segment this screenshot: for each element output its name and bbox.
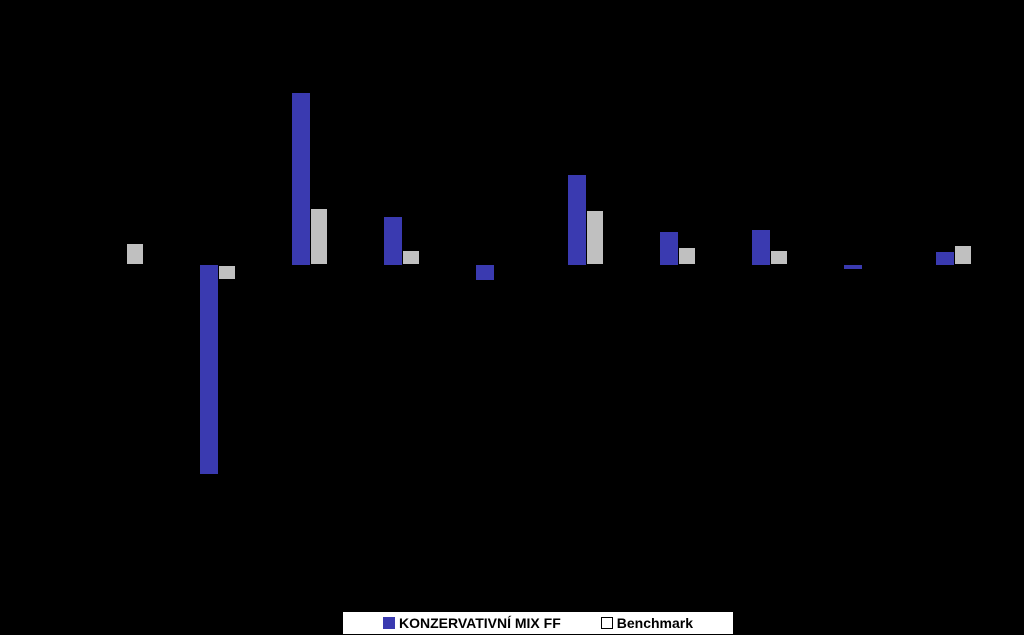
legend-item-series-b: Benchmark (601, 615, 693, 631)
legend-item-series-a: KONZERVATIVNÍ MIX FF (383, 615, 561, 631)
bar-series-b (218, 265, 236, 280)
bar-series-a (384, 217, 402, 265)
bar-series-b (954, 245, 972, 265)
bar-series-b (770, 250, 788, 265)
bar-series-b (126, 243, 144, 265)
bar-series-b (402, 250, 420, 265)
legend-label-b: Benchmark (617, 615, 693, 631)
bar-series-b (586, 210, 604, 265)
bar-series-a (936, 252, 954, 265)
legend-swatch-b-icon (601, 617, 613, 629)
bar-series-a (844, 265, 862, 269)
bar-series-b (494, 265, 512, 267)
bar-series-a (568, 175, 586, 265)
bar-series-a (200, 265, 218, 474)
legend: KONZERVATIVNÍ MIX FF Benchmark (342, 611, 734, 635)
legend-swatch-a-icon (383, 617, 395, 629)
bar-series-a (660, 232, 678, 265)
bar-series-b (862, 265, 880, 267)
bar-series-b (678, 247, 696, 265)
bar-series-b (310, 208, 328, 265)
chart-container: KONZERVATIVNÍ MIX FF Benchmark (0, 0, 1024, 632)
bar-series-a (476, 265, 494, 280)
bar-series-a (752, 230, 770, 265)
y-axis (80, 40, 82, 580)
bar-series-a (292, 93, 310, 265)
legend-label-a: KONZERVATIVNÍ MIX FF (399, 615, 561, 631)
